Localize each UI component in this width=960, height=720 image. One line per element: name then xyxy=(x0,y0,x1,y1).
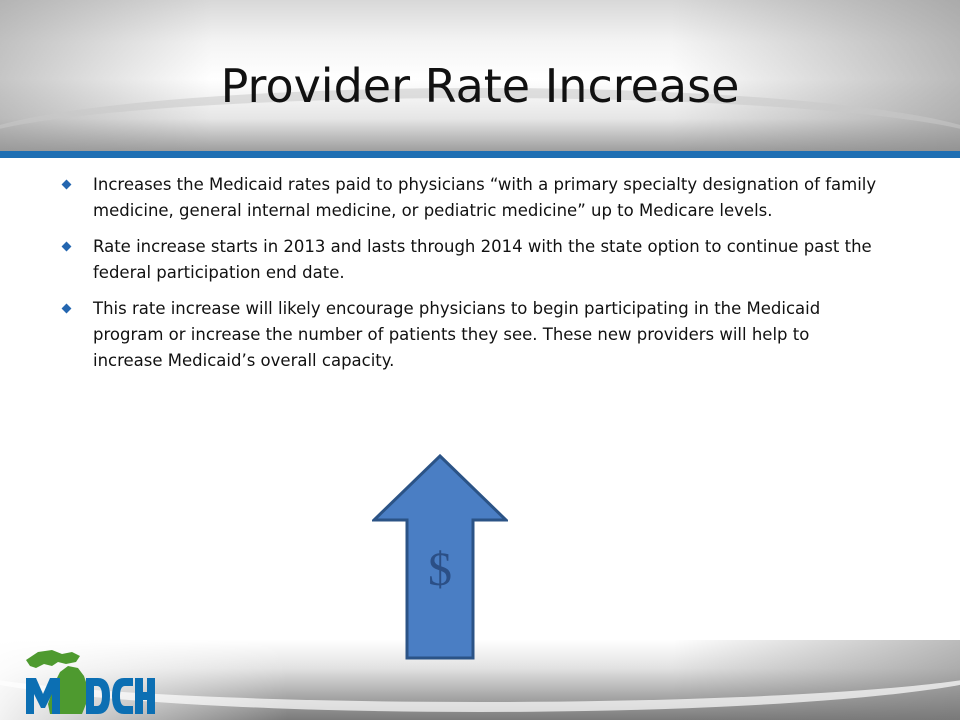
bullet-list: Increases the Medicaid rates paid to phy… xyxy=(60,172,880,384)
diamond-bullet-icon xyxy=(61,303,72,314)
bullet-text: This rate increase will likely encourage… xyxy=(93,299,821,370)
bullet-text: Increases the Medicaid rates paid to phy… xyxy=(93,175,877,220)
mdch-logo xyxy=(22,646,156,716)
diamond-bullet-icon xyxy=(61,241,72,252)
up-arrow-icon: $ xyxy=(372,454,508,660)
bullet-item: Rate increase starts in 2013 and lasts t… xyxy=(60,234,880,286)
slide-title: Provider Rate Increase xyxy=(220,59,740,113)
bullet-text: Rate increase starts in 2013 and lasts t… xyxy=(93,237,872,282)
header-band xyxy=(0,0,960,152)
title-underline xyxy=(0,151,960,158)
michigan-map-icon xyxy=(26,650,155,714)
bullet-item: This rate increase will likely encourage… xyxy=(60,296,880,374)
up-arrow-shape xyxy=(372,454,508,660)
diamond-bullet-icon xyxy=(61,179,72,190)
bullet-item: Increases the Medicaid rates paid to phy… xyxy=(60,172,880,224)
dollar-sign: $ xyxy=(428,543,452,596)
